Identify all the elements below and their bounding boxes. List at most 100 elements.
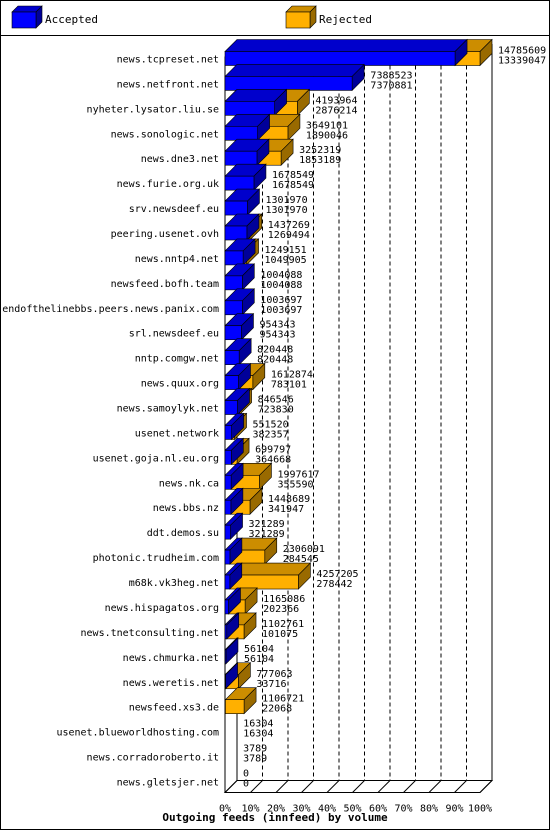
category-label: usenet.goja.nl.eu.org — [93, 453, 219, 464]
value-label-accepted: 2876214 — [315, 105, 357, 116]
bar-rejected — [229, 562, 312, 590]
category-label: news.netfront.net — [117, 79, 219, 90]
bar-accepted-front — [224, 649, 227, 665]
value-label-accepted: 341947 — [268, 504, 304, 515]
bar-accepted-front — [224, 275, 243, 291]
bar-accepted-front — [224, 225, 248, 241]
value-label-offered: 56104 — [244, 644, 274, 655]
bar-accepted — [224, 462, 244, 491]
value-label-accepted: 7370881 — [370, 80, 412, 91]
category-label: news.furie.org.uk — [117, 179, 219, 190]
value-label-accepted: 820448 — [257, 355, 293, 366]
bar-accepted — [224, 337, 252, 366]
category-label: m68k.vk3heg.net — [129, 578, 219, 589]
value-label-offered: 846546 — [258, 395, 294, 406]
value-label-offered: 3789 — [243, 744, 267, 755]
category-label: usenet.blueworldhosting.com — [56, 728, 219, 739]
category-label: news.samoylyk.net — [117, 404, 219, 415]
value-label-accepted: 22068 — [262, 704, 292, 715]
bar-accepted-front — [224, 574, 231, 590]
bar-accepted-front — [224, 325, 242, 341]
category-label: news.chmurka.net — [123, 653, 219, 664]
bar-accepted-front — [224, 375, 239, 390]
category-label: newsfeed.xs3.de — [129, 703, 219, 714]
value-label-accepted: 278442 — [316, 579, 352, 590]
bar-accepted-front — [224, 76, 353, 91]
bar-accepted-front — [224, 125, 258, 141]
value-label-accepted: 0 — [243, 778, 249, 789]
value-label-offered: 1102761 — [262, 619, 304, 630]
x-tick-label: 30% — [292, 803, 310, 814]
x-tick-label: 50% — [343, 803, 361, 814]
x-tick-label: 60% — [369, 803, 387, 814]
x-tick-label: 70% — [394, 803, 412, 814]
value-label-offered: 1003697 — [260, 295, 302, 306]
value-label-accepted: 723830 — [258, 405, 294, 416]
bar-accepted — [224, 512, 244, 540]
bar-accepted-front — [224, 400, 238, 415]
value-label-offered: 954343 — [259, 320, 295, 331]
value-label-accepted: 1003697 — [260, 305, 302, 316]
x-tick-label: 90% — [445, 803, 463, 814]
value-label-accepted: 1678549 — [272, 180, 314, 191]
bar-accepted-front — [224, 51, 456, 66]
value-label-offered: 1448689 — [268, 494, 310, 505]
legend-swatch-rejected — [285, 5, 317, 29]
bar-accepted — [224, 313, 255, 341]
bar-accepted-front — [224, 674, 226, 690]
bar-accepted — [224, 263, 256, 291]
tick-mark — [301, 780, 314, 793]
value-label-offered: 321289 — [249, 519, 285, 530]
value-label-accepted: 13339047 — [498, 56, 546, 67]
value-label-offered: 7388523 — [370, 70, 412, 81]
bar-accepted-front — [224, 549, 231, 565]
bar-accepted — [224, 238, 256, 266]
value-label-accepted: 101075 — [262, 629, 298, 640]
bar-accepted — [224, 487, 244, 515]
category-label: news.weretis.net — [123, 678, 219, 689]
value-label-accepted: 1004088 — [260, 280, 302, 291]
category-label: endofthelinebbs.peers.news.panix.com — [2, 304, 219, 315]
category-label: news.tnetconsulting.net — [81, 628, 219, 639]
category-label: photonic.trudheim.com — [93, 553, 219, 564]
tick-mark — [275, 780, 289, 793]
value-label-accepted: 364668 — [255, 454, 291, 465]
bar-accepted-front — [224, 524, 231, 540]
category-label: peering.usenet.ovh — [111, 229, 219, 240]
value-label-accepted: 3789 — [243, 754, 267, 765]
bar-accepted — [224, 537, 243, 565]
value-label-offered: 820448 — [257, 345, 293, 356]
tick-mark — [454, 780, 467, 793]
category-label: nntp.comgw.net — [135, 354, 219, 365]
value-label-accepted: 355590 — [277, 479, 313, 490]
legend-label-accepted: Accepted — [45, 13, 98, 26]
category-label: ddt.demos.su — [147, 528, 219, 539]
category-label: news.sonologic.net — [111, 129, 219, 140]
bar-accepted — [224, 113, 271, 142]
legend-swatch-rejected-front — [285, 11, 311, 29]
category-label: nyheter.lysator.liu.se — [87, 104, 219, 115]
bar-accepted — [224, 412, 245, 441]
legend-swatch-accepted-front — [11, 11, 37, 29]
tick-mark — [250, 780, 263, 793]
bar-accepted — [224, 637, 239, 665]
bar-accepted-front — [224, 425, 232, 440]
value-label-offered: 551520 — [253, 419, 289, 430]
bar-accepted — [224, 562, 243, 590]
x-tick-label: 10% — [241, 803, 259, 814]
value-label-accepted: 954343 — [259, 330, 295, 341]
category-label: usenet.network — [135, 428, 219, 439]
legend-label-rejected: Rejected — [319, 13, 372, 26]
value-label-offered: 1997617 — [277, 469, 319, 480]
value-label-offered: 3252319 — [299, 145, 341, 156]
value-label-accepted: 1269494 — [268, 230, 310, 241]
bar-accepted — [224, 138, 270, 166]
bar-accepted-front — [224, 175, 255, 191]
value-label-offered: 1612874 — [271, 370, 313, 381]
category-label: news.dne3.net — [141, 154, 219, 165]
value-label-accepted: 16304 — [243, 729, 273, 740]
bar-accepted — [224, 612, 240, 640]
bar-accepted — [224, 587, 242, 615]
tick-mark — [352, 780, 365, 793]
